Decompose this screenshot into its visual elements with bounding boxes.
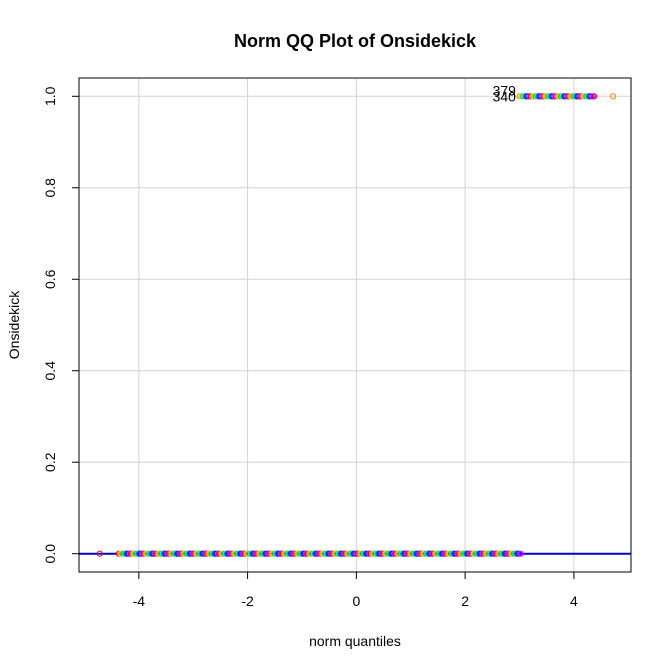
x-tick-label: 0 xyxy=(352,593,360,609)
point-annotation: 340 xyxy=(493,88,517,104)
y-tick-label: 0.6 xyxy=(42,269,58,289)
data-point-outlier xyxy=(609,93,617,100)
y-tick-label: 0.0 xyxy=(42,544,58,564)
x-tick-label: 2 xyxy=(461,593,469,609)
grid-lines xyxy=(79,78,631,572)
data-point xyxy=(517,550,524,557)
x-axis-label: norm quantiles xyxy=(309,633,401,649)
x-axis: -4 -2 0 2 4 xyxy=(133,572,578,609)
chart-title: Norm QQ Plot of Onsidekick xyxy=(234,31,477,51)
y-axis: 0.0 0.2 0.4 0.6 0.8 1.0 xyxy=(42,86,79,563)
y-tick-label: 1.0 xyxy=(42,86,58,106)
x-tick-label: 4 xyxy=(570,593,578,609)
y-tick-label: 0.8 xyxy=(42,178,58,198)
point-annotation: 379 xyxy=(493,82,517,98)
y-axis-label: Onsidekick xyxy=(6,290,22,359)
data-point xyxy=(590,93,598,100)
data-points xyxy=(96,93,617,557)
y-tick-label: 0.4 xyxy=(42,361,58,381)
x-tick-label: -4 xyxy=(133,593,146,609)
y-tick-label: 0.2 xyxy=(42,452,58,472)
x-tick-label: -2 xyxy=(241,593,254,609)
data-point-outlier xyxy=(96,550,103,557)
plot-frame xyxy=(78,77,632,573)
